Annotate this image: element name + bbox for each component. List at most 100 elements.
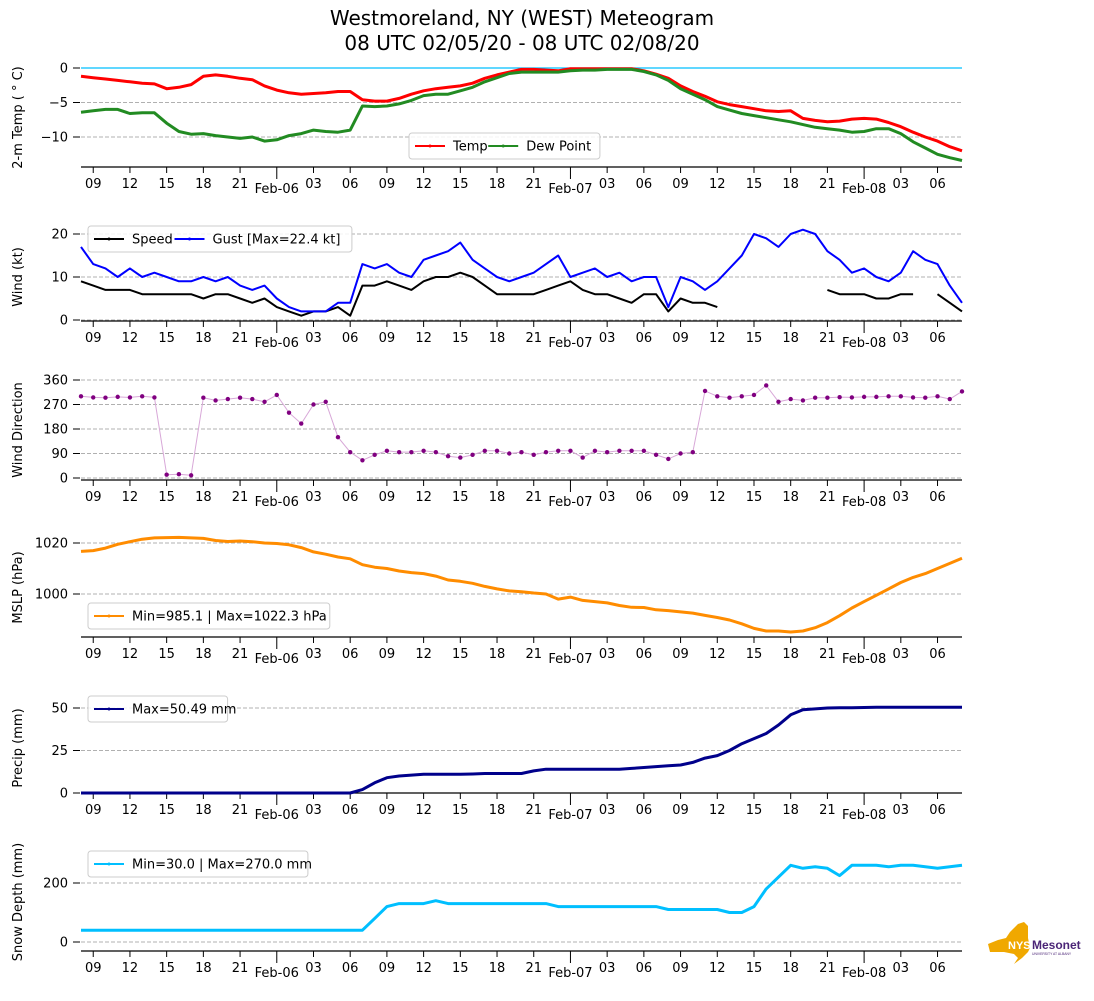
x-hour-label: 18	[489, 490, 506, 505]
panel-snow: 0 200 Snow Depth (mm) 09 12 15 18 21 03 06 09 12 15 1…	[11, 843, 963, 981]
legend-marker	[428, 144, 432, 148]
x-hour-label: 18	[195, 803, 212, 818]
x-hour-label: 03	[893, 177, 910, 192]
x-hour-label: 18	[489, 331, 506, 346]
x-hour-label: 06	[342, 647, 359, 662]
series-line-gust	[80, 228, 963, 313]
x-hour-label: 18	[195, 961, 212, 976]
legend-marker	[107, 614, 111, 618]
data-point-wind-direction	[286, 410, 292, 415]
series-line-min	[81, 863, 963, 932]
x-hour-label: 12	[415, 803, 432, 818]
y-tick-label: 1000	[35, 588, 68, 603]
x-hour-label: 06	[342, 177, 359, 192]
nys-mesonet-logo: NYS Mesonet UNIVERSITY AT ALBANY	[988, 922, 1081, 964]
x-hour-label: 15	[158, 490, 175, 505]
data-point-wind-direction	[445, 454, 451, 459]
x-hour-label: 15	[452, 647, 469, 662]
legend-label: Min=30.0 | Max=270.0 mm	[132, 858, 312, 873]
x-hour-label: 03	[599, 331, 616, 346]
x-date-label: Feb-06	[255, 808, 299, 823]
x-hour-label: 03	[893, 961, 910, 976]
data-point-wind-direction	[666, 456, 671, 462]
x-hour-label: 21	[525, 647, 542, 662]
x-hour-label: 06	[342, 331, 359, 346]
y-axis-label: Snow Depth (mm)	[11, 843, 26, 961]
data-point-wind-direction	[653, 452, 659, 458]
x-hour-label: 06	[636, 331, 653, 346]
x-hour-label: 18	[489, 961, 506, 976]
x-hour-label: 03	[305, 647, 322, 662]
panel-precip: 0 25 50 Precip (mm) 09 12 15 18 21 03 06 09 12 15 18 21…	[11, 695, 962, 823]
legend-marker	[501, 144, 505, 148]
data-point-wind-direction	[103, 395, 108, 400]
data-point-wind-direction	[531, 452, 536, 458]
x-hour-label: 03	[599, 647, 616, 662]
x-hour-label: 21	[232, 961, 249, 976]
y-tick-label: 180	[43, 423, 68, 438]
panel-mslp: 1000 1020 MSLP (hPa) 09 12 15 18 21 03 06 09 12 15 18…	[11, 535, 963, 667]
x-date-label: Feb-06	[255, 495, 299, 510]
x-hour-label: 09	[672, 961, 689, 976]
x-hour-label: 03	[893, 803, 910, 818]
x-hour-label: 12	[709, 490, 726, 505]
legend-snow: Min=30.0 | Max=270.0 mm	[87, 850, 312, 878]
data-point-wind-direction	[592, 448, 598, 453]
x-hour-label: 09	[672, 490, 689, 505]
data-point-wind-direction	[250, 396, 255, 402]
data-point-wind-direction	[115, 394, 120, 400]
legend-box	[87, 225, 353, 253]
ny-state-shape-icon	[988, 922, 1030, 964]
data-point-wind-direction	[372, 452, 377, 458]
data-point-wind-direction	[898, 394, 904, 399]
x-hour-label: 03	[305, 803, 322, 818]
y-tick-label: 360	[43, 374, 68, 389]
data-point-wind-direction	[237, 395, 243, 400]
data-point-wind-direction	[629, 448, 634, 453]
data-point-wind-direction	[690, 449, 696, 455]
x-hour-label: 15	[452, 961, 469, 976]
data-point-wind-direction	[470, 452, 475, 458]
x-hour-label: 15	[746, 803, 763, 818]
data-point-wind-direction	[947, 396, 952, 402]
x-hour-label: 21	[232, 490, 249, 505]
data-point-wind-direction	[164, 472, 169, 477]
x-hour-label: 06	[342, 803, 359, 818]
x-hour-label: 18	[782, 490, 799, 505]
x-date-label: Feb-07	[548, 966, 592, 981]
x-hour-label: 15	[746, 647, 763, 662]
data-point-wind-direction	[421, 448, 426, 453]
data-point-wind-direction	[556, 448, 561, 453]
x-hour-label: 21	[525, 177, 542, 192]
data-point-wind-direction	[751, 392, 757, 398]
x-hour-label: 03	[893, 331, 910, 346]
x-hour-label: 09	[379, 803, 396, 818]
x-hour-label: 06	[342, 490, 359, 505]
legend-box	[87, 695, 229, 723]
x-hour-label: 09	[85, 177, 102, 192]
data-point-wind-direction	[788, 396, 793, 402]
x-hour-label: 15	[158, 331, 175, 346]
data-point-wind-direction	[604, 449, 610, 455]
data-point-wind-direction	[78, 394, 84, 399]
x-hour-label: 06	[929, 803, 946, 818]
x-hour-label: 12	[122, 961, 139, 976]
x-hour-label: 15	[158, 647, 175, 662]
data-point-wind-direction	[323, 399, 328, 404]
x-hour-label: 09	[672, 803, 689, 818]
x-hour-label: 21	[819, 177, 836, 192]
x-hour-label: 15	[158, 803, 175, 818]
legend-label: Temp	[452, 140, 488, 155]
x-hour-label: 12	[122, 331, 139, 346]
x-hour-label: 21	[525, 961, 542, 976]
panel-wind: 0 10 20 Wind (kt) 09 12 15 18 21 03 06 09 12 15 18 21 03…	[11, 225, 963, 351]
x-date-label: Feb-07	[548, 652, 592, 667]
x-hour-label: 18	[782, 177, 799, 192]
data-point-wind-direction	[201, 395, 206, 400]
x-hour-label: 15	[746, 331, 763, 346]
data-point-wind-direction	[152, 395, 157, 400]
x-hour-label: 06	[929, 647, 946, 662]
data-point-wind-direction	[299, 421, 304, 426]
